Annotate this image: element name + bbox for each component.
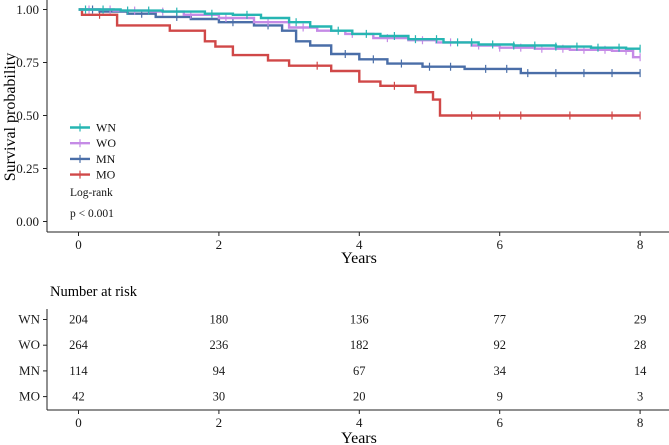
risk-x-tick-label: 4 — [356, 415, 363, 430]
y-tick-label: 0.00 — [16, 214, 39, 229]
risk-row-label: MO — [19, 389, 40, 404]
x-axis-title: Years — [341, 250, 377, 267]
x-tick-label: 6 — [496, 237, 503, 252]
risk-count: 34 — [493, 364, 506, 378]
risk-row-mn: MN 114 94 67 34 14 — [19, 363, 647, 378]
series-wn — [78, 5, 641, 53]
risk-count: 77 — [493, 313, 506, 327]
y-tick-label: 0.25 — [16, 161, 39, 176]
x-tick-label: 4 — [356, 237, 363, 252]
risk-count: 3 — [637, 390, 643, 404]
risk-count: 28 — [634, 338, 647, 352]
risk-count: 94 — [213, 364, 226, 378]
risk-x-tick-label: 6 — [496, 415, 503, 430]
x-tick-label: 2 — [216, 237, 223, 252]
risk-count: 114 — [69, 364, 88, 378]
survival-line-mn — [78, 8, 641, 75]
legend-label: WO — [96, 136, 116, 150]
legend-item-wo: WO — [70, 136, 116, 150]
risk-count: 236 — [210, 338, 229, 352]
risk-x-tick-label: 8 — [637, 415, 644, 430]
risk-row-wo: WO 264 236 182 92 28 — [18, 337, 646, 352]
series-mo — [78, 8, 641, 120]
legend-item-mn: MN — [70, 152, 116, 166]
risk-count: 264 — [69, 338, 89, 352]
x-axis-ticks: 0 2 4 6 8 — [75, 232, 643, 252]
survival-line-mo — [78, 8, 641, 117]
risk-row-label: WN — [18, 312, 40, 327]
risk-count: 9 — [497, 390, 503, 404]
risk-count: 29 — [634, 313, 647, 327]
survival-curves — [78, 5, 641, 120]
risk-table-title: Number at risk — [50, 284, 138, 300]
risk-count: 92 — [493, 338, 506, 352]
risk-x-axis-ticks: 0 2 4 6 8 — [75, 410, 643, 430]
x-tick-label: 0 — [75, 237, 82, 252]
risk-row-mo: MO 42 30 20 9 3 — [19, 389, 643, 404]
log-rank-label: Log-rank — [70, 187, 113, 199]
risk-x-axis-title: Years — [341, 430, 377, 445]
risk-count: 67 — [353, 364, 366, 378]
legend-label: WN — [96, 121, 116, 135]
risk-count: 182 — [350, 338, 369, 352]
legend-label: MO — [96, 168, 116, 182]
risk-count: 180 — [210, 313, 229, 327]
legend-item-mo: MO — [70, 168, 116, 182]
risk-count: 14 — [634, 364, 647, 378]
risk-count: 204 — [69, 313, 89, 327]
risk-row-label: MN — [19, 363, 41, 378]
survival-plot: Survival probability 0.00 0.25 0.50 0.75 1.0… — [2, 0, 669, 267]
y-axis-title: Survival probability — [2, 53, 19, 181]
y-tick-label: 0.75 — [16, 55, 39, 70]
risk-row-wn: WN 204 180 136 77 29 — [18, 312, 646, 327]
legend-item-wn: WN — [70, 121, 116, 135]
risk-x-tick-label: 2 — [216, 415, 223, 430]
series-mn — [78, 5, 641, 78]
x-tick-label: 8 — [637, 237, 644, 252]
risk-x-tick-label: 0 — [75, 415, 82, 430]
legend-label: MN — [96, 152, 116, 166]
survival-line-wo — [78, 8, 641, 59]
risk-count: 42 — [72, 390, 85, 404]
risk-count: 20 — [353, 390, 366, 404]
risk-table-rows: WN 204 180 136 77 29 WO 264 236 182 92 28 MN 114 94 67 3… — [18, 312, 647, 404]
risk-count: 30 — [213, 390, 226, 404]
risk-row-label: WO — [18, 337, 40, 352]
y-tick-label: 1.00 — [16, 2, 39, 17]
y-tick-label: 0.50 — [16, 108, 39, 123]
y-axis-ticks: 0.00 0.25 0.50 0.75 1.00 — [16, 2, 47, 229]
p-value-label: p < 0.001 — [70, 208, 114, 220]
risk-count: 136 — [350, 313, 369, 327]
